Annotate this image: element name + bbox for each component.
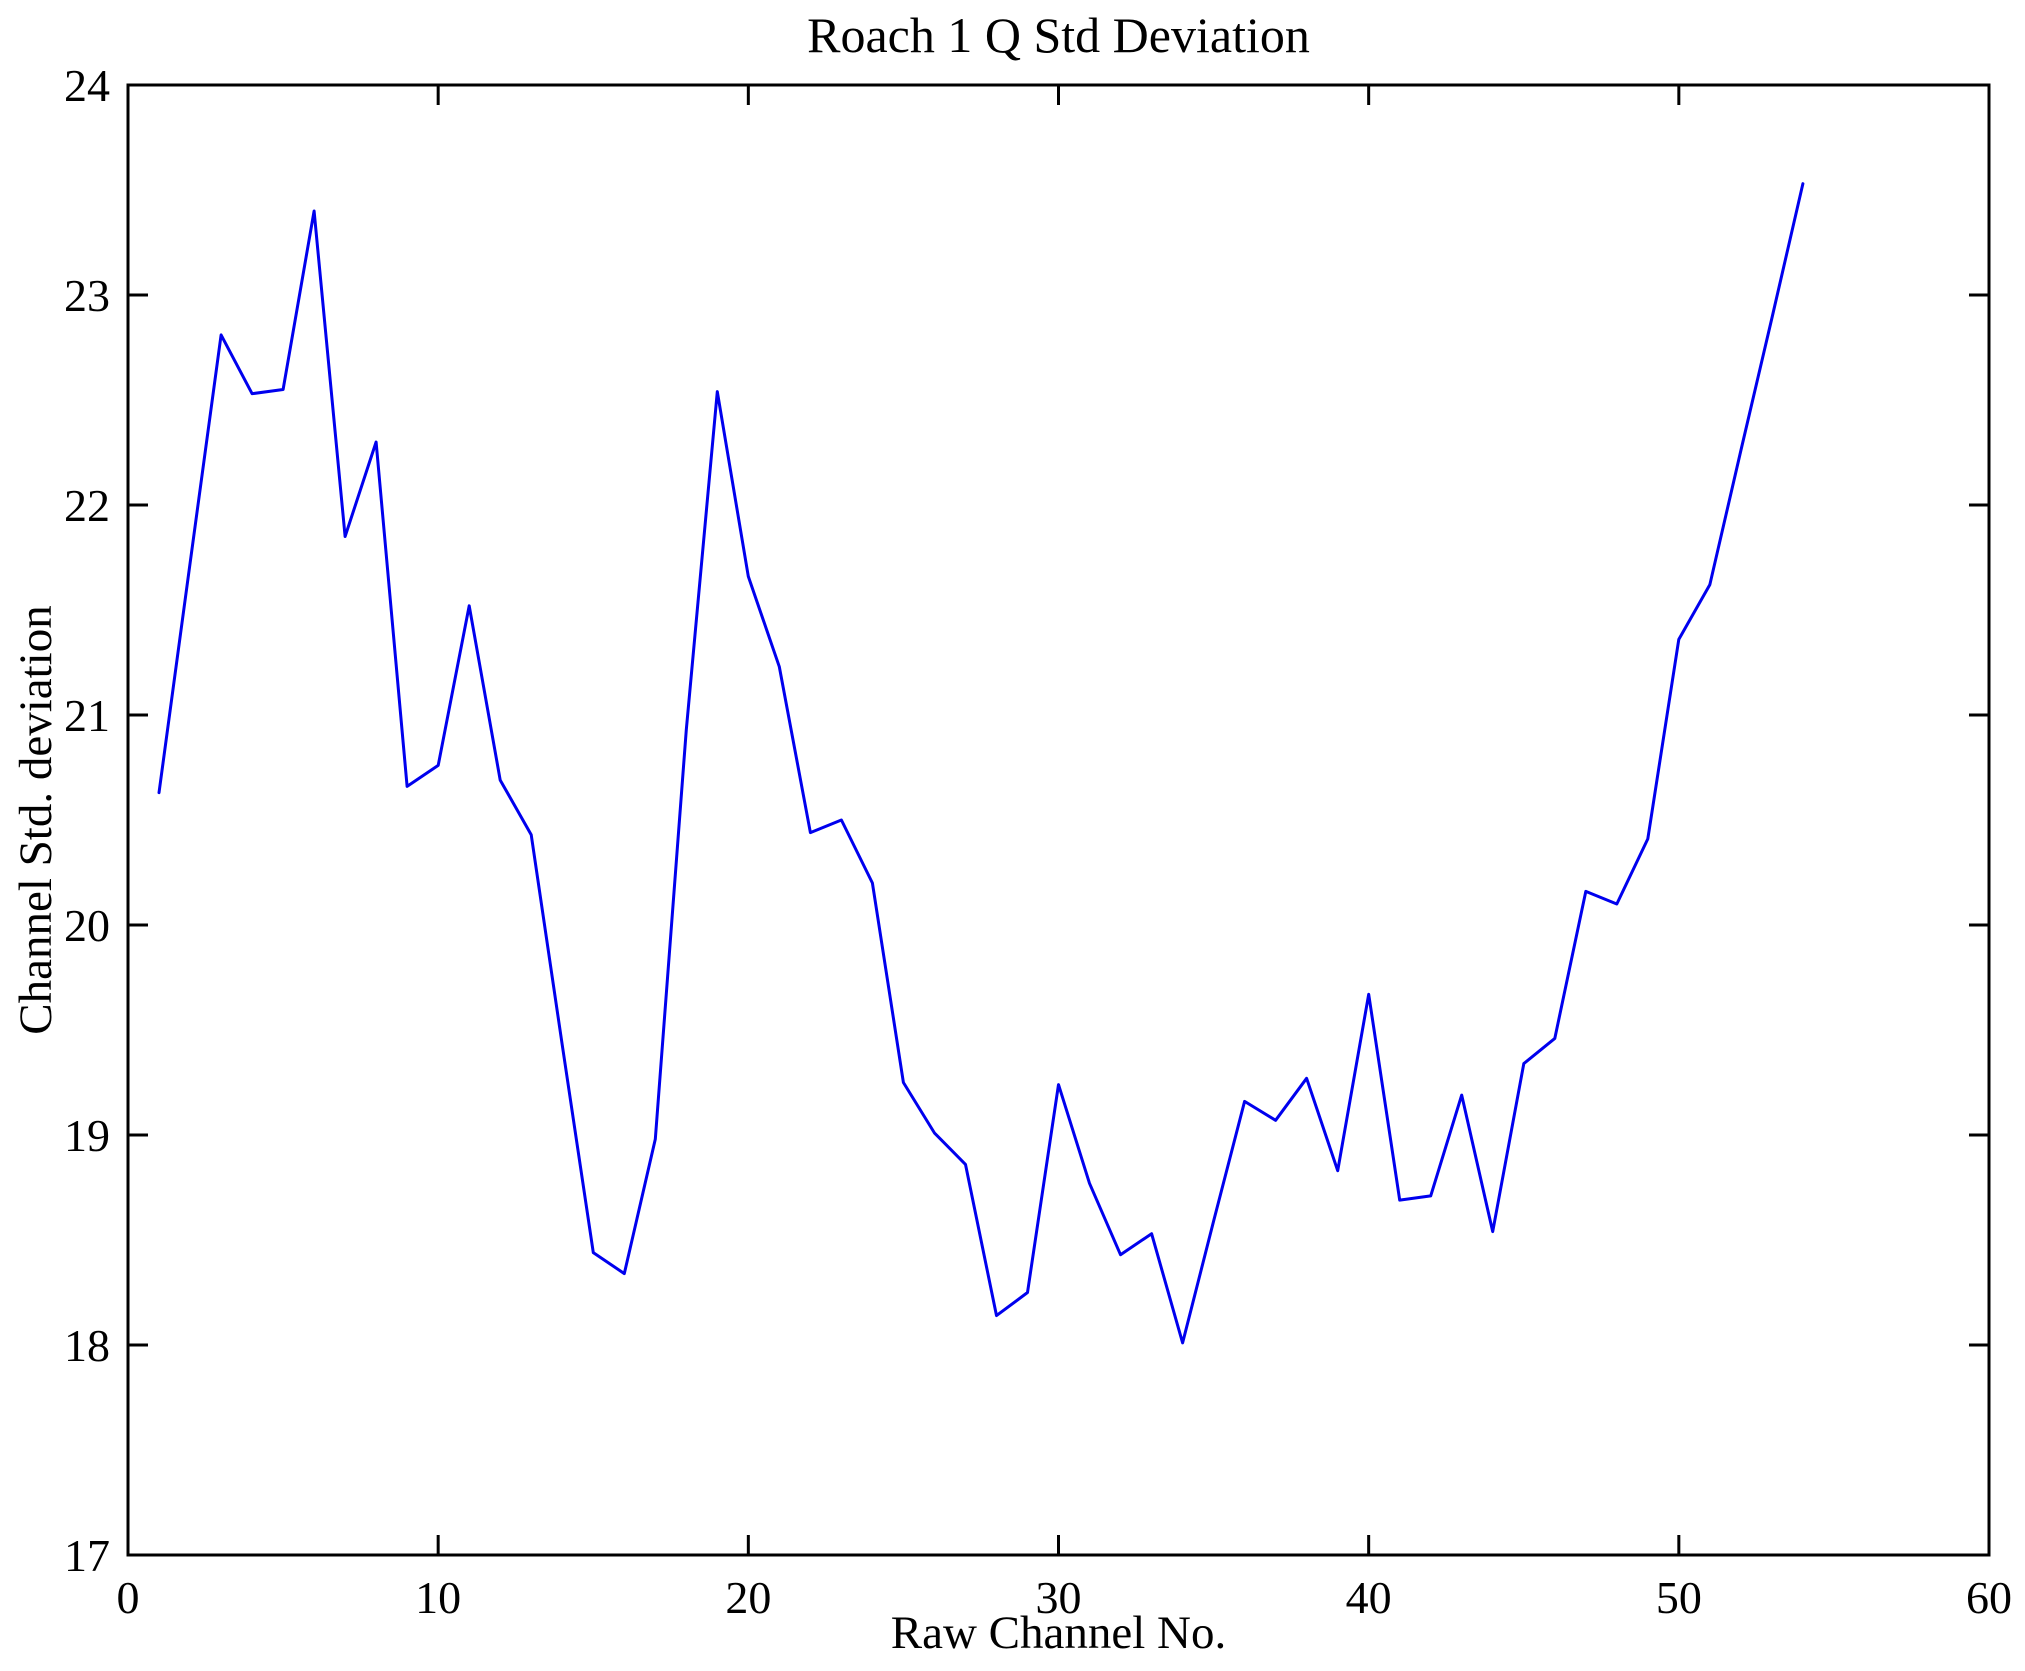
y-tick-label: 20 xyxy=(64,900,110,951)
plot-box xyxy=(126,83,1991,1557)
x-tick-label: 10 xyxy=(415,1572,461,1623)
x-tick-label: 40 xyxy=(1346,1572,1392,1623)
x-axis-label: Raw Channel No. xyxy=(890,1607,1227,1659)
x-tick-label: 50 xyxy=(1656,1572,1702,1623)
y-tick-label: 23 xyxy=(64,270,110,321)
x-tick-label: 60 xyxy=(1966,1572,2012,1623)
x-tick-label: 20 xyxy=(725,1572,771,1623)
y-axis-label: Channel Std. deviation xyxy=(10,605,62,1035)
y-tick-label: 18 xyxy=(64,1320,110,1371)
x-tick-label: 30 xyxy=(1036,1572,1082,1623)
y-tick-label: 22 xyxy=(64,480,110,531)
y-tick-label: 17 xyxy=(64,1530,110,1581)
chart-title: Roach 1 Q Std Deviation xyxy=(807,7,1310,63)
y-tick-label: 21 xyxy=(64,690,110,741)
x-tick-label: 0 xyxy=(117,1572,140,1623)
y-tick-label: 19 xyxy=(64,1110,110,1161)
y-tick-label: 24 xyxy=(64,60,110,111)
data-series-line xyxy=(157,182,1805,1345)
